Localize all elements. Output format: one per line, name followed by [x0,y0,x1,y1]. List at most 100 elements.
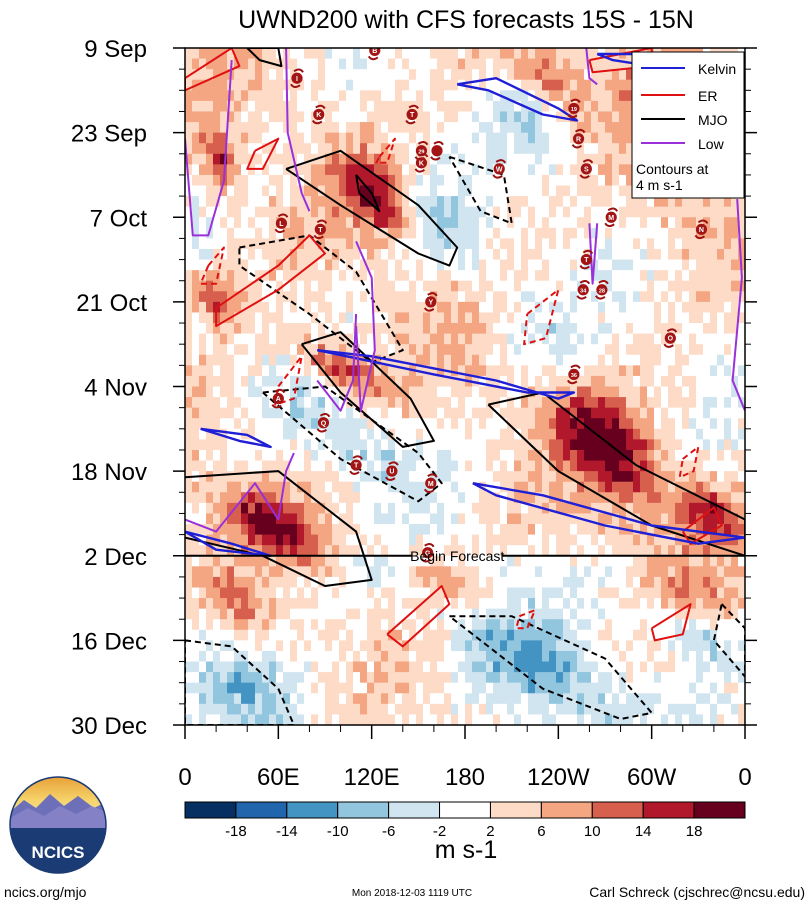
heat-cell [731,502,739,515]
heat-cell [668,598,676,610]
heat-cell [220,90,228,102]
heat-cell [241,661,249,673]
heat-cell [542,365,550,377]
heat-cell [311,545,319,557]
heat-cell [437,555,445,567]
heat-cell [276,301,284,314]
heat-cell [612,143,620,155]
heat-cell [647,238,655,250]
heat-cell [353,227,361,240]
heat-cell [248,661,256,673]
heat-cell [675,333,683,345]
heat-cell [311,428,319,440]
heat-cell [430,354,438,366]
heat-cell [493,153,501,165]
heat-cell [514,354,522,366]
heat-cell [388,534,396,546]
heat-cell [563,397,571,409]
heat-cell [423,344,431,356]
heat-cell [710,333,718,345]
heat-cell [724,672,732,684]
heat-cell [647,460,655,472]
heat-cell [619,619,627,631]
heat-cell [402,174,410,187]
heat-cell [605,217,613,229]
heat-cell [612,153,620,165]
heat-cell [661,238,669,250]
heat-cell [591,587,599,599]
heat-cell [717,248,725,261]
heat-cell [199,481,207,493]
heat-cell [423,471,431,483]
heat-cell [598,428,606,440]
heat-cell [626,270,634,282]
heat-cell [451,418,459,430]
heat-cell [514,323,522,335]
heat-cell [402,566,410,578]
heat-cell [262,619,270,631]
heat-cell [360,248,368,261]
heat-cell [185,301,193,314]
heat-cell [304,69,312,81]
heat-cell [367,629,375,641]
heat-cell [465,418,473,430]
heat-cell [192,174,200,187]
heat-cell [472,111,480,123]
heat-cell [269,248,277,261]
heat-cell [213,291,221,303]
heat-cell [297,58,305,70]
heat-cell [486,344,494,356]
heat-cell [381,280,389,292]
heat-cell [437,58,445,70]
heat-cell [297,270,305,282]
heat-cell [234,693,242,705]
heat-cell [395,248,403,261]
heat-cell [276,122,284,134]
heat-cell [682,439,690,451]
heat-cell [612,90,620,102]
heat-cell [381,650,389,663]
heat-cell [213,217,221,229]
heat-cell [255,280,263,292]
heat-cell [269,502,277,515]
heat-cell [710,619,718,631]
heat-cell [318,79,326,91]
heat-cell [332,164,340,176]
heat-cell [192,460,200,472]
heat-cell [276,58,284,70]
heat-cell [570,344,578,356]
heat-cell [388,153,396,165]
heat-cell [325,270,333,282]
heat-cell [206,196,214,208]
heat-cell [213,48,221,60]
heat-cell [297,196,305,208]
heat-cell [367,333,375,345]
heat-cell [521,111,529,123]
heat-cell [689,598,697,610]
heat-cell [633,534,641,546]
heat-cell [234,323,242,335]
heat-cell [549,524,557,536]
heat-cell [332,79,340,91]
heat-cell [563,344,571,356]
heat-cell [255,185,263,197]
heat-cell [220,58,228,70]
heat-cell [381,471,389,483]
heat-cell [192,375,200,388]
heat-cell [185,90,193,102]
heat-cell [486,79,494,91]
heat-cell [486,386,494,398]
heat-cell [521,650,529,663]
heat-cell [465,524,473,536]
heat-cell [346,650,354,663]
heat-cell [486,206,494,218]
heat-cell [241,185,249,197]
heat-cell [367,650,375,663]
heat-cell [234,90,242,102]
heat-cell [332,312,340,324]
heat-cell [437,397,445,409]
heat-cell [689,682,697,694]
heat-cell [339,449,347,462]
heat-cell [339,227,347,240]
heat-cell [220,661,228,673]
